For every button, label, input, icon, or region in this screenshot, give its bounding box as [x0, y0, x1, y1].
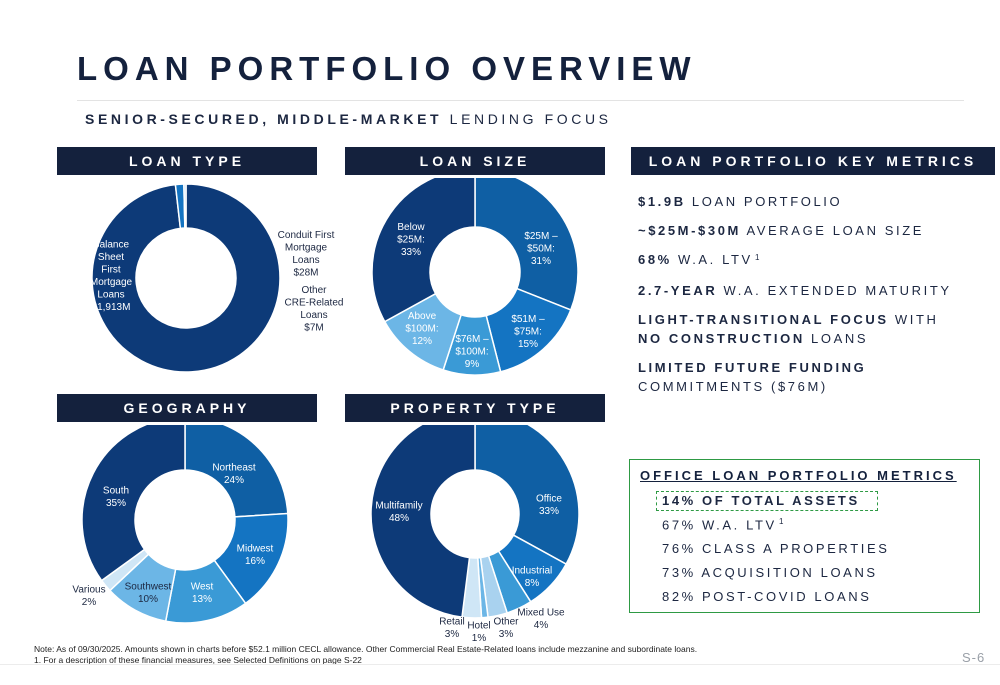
page-title: LOAN PORTFOLIO OVERVIEW	[77, 50, 697, 87]
title-divider	[77, 100, 964, 101]
data-label-other-cre-related-loans: Other CRE-Related Loans $7M	[285, 285, 344, 334]
office-metric: 67% W.A. LTV 1	[662, 517, 784, 533]
key-metric-value: 68%	[638, 252, 672, 267]
key-metric: LIMITED FUTURE FUNDING	[638, 356, 998, 380]
geography-header: GEOGRAPHY	[57, 394, 317, 422]
property-type-header: PROPERTY TYPE	[345, 394, 605, 422]
geography-donut	[81, 425, 289, 624]
slice-other-cre-related-loans	[183, 183, 187, 229]
office-metric: 14% OF TOTAL ASSETS	[662, 493, 860, 508]
data-label-conduit-first-mortgage-loans: Conduit First Mortgage Loans $28M	[278, 230, 335, 279]
data-label-retail: Retail 3%	[439, 616, 465, 640]
office-metric: 76% CLASS A PROPERTIES	[662, 541, 890, 556]
data-label-west: West 13%	[191, 581, 214, 605]
data-label-mixed-use: Mixed Use 4%	[517, 607, 565, 631]
data-label-51m-75m: $51M – $75M: 15%	[511, 314, 545, 350]
footer-divider	[0, 664, 1000, 665]
loan-type-donut	[91, 183, 281, 373]
footnote-marker: 1	[752, 253, 760, 262]
bottom-charts: Northeast 24% Midwest 16% West 13% Southwest 10…	[0, 425, 1000, 645]
data-label-balance-sheet-first-mortgage-loans: Balance Sheet First Mortgage Loans $1,913M	[90, 239, 133, 313]
data-label-southwest: Southwest 10%	[125, 581, 172, 605]
data-label-below-25m: Below $25M: 33%	[397, 222, 425, 258]
office-highlight-box	[656, 491, 878, 511]
key-metric: NO CONSTRUCTION LOANS	[638, 327, 998, 351]
office-metrics-title: OFFICE LOAN PORTFOLIO METRICS	[640, 468, 957, 483]
slice-northeast	[184, 425, 289, 518]
subtitle-regular: LENDING FOCUS	[442, 111, 612, 127]
key-metric: LIGHT-TRANSITIONAL FOCUS WITH	[638, 308, 998, 332]
slice-25m-50m	[474, 178, 579, 311]
data-label-various: Various 2%	[72, 584, 105, 608]
key-metric: 2.7-YEAR W.A. EXTENDED MATURITY	[638, 279, 998, 303]
page-number: S-6	[962, 650, 986, 665]
page-subtitle: SENIOR-SECURED, MIDDLE-MARKET LENDING FO…	[85, 111, 612, 127]
key-metric-label: WITH	[888, 312, 939, 327]
key-metric-label: COMMITMENTS ($76M)	[638, 379, 828, 394]
slice-office	[474, 425, 580, 566]
key-metric-value: $1.9B	[638, 194, 686, 209]
loan-type-header: LOAN TYPE	[57, 147, 317, 175]
key-metric-label: LOANS	[804, 331, 869, 346]
office-metric: 82% POST-COVID LOANS	[662, 589, 872, 604]
subtitle-bold: SENIOR-SECURED, MIDDLE-MARKET	[85, 111, 443, 127]
office-metric: 73% ACQUISITION LOANS	[662, 565, 878, 580]
top-donut-charts: Balance Sheet First Mortgage Loans $1,913M Con…	[90, 178, 579, 376]
key-metric: 68% W.A. LTV 1	[638, 248, 998, 274]
slice-balance-sheet-first-mortgage-loans	[91, 183, 281, 373]
data-label-multifamily: Multifamily 48%	[375, 500, 422, 524]
key-metric: ~$25M-$30M AVERAGE LOAN SIZE	[638, 219, 998, 243]
data-label-76m-100m: $76M – $100M: 9%	[455, 334, 489, 370]
key-metric: $1.9B LOAN PORTFOLIO	[638, 190, 998, 214]
slice-below-25m	[371, 178, 476, 323]
loan-size-donut	[371, 178, 579, 376]
data-label-above-100m: Above $100M: 12%	[405, 311, 438, 347]
data-label-25m-50m: $25M – $50M: 31%	[524, 231, 558, 267]
data-label-industrial: Industrial 8%	[512, 565, 553, 589]
slice-south	[81, 425, 186, 582]
key-metric-value: LIGHT-TRANSITIONAL FOCUS	[638, 312, 889, 327]
key-metric-label: W.A. LTV	[671, 252, 753, 267]
key-metric-label: LOAN PORTFOLIO	[685, 194, 843, 209]
key-metric: COMMITMENTS ($76M)	[638, 375, 998, 399]
footnotes: Note: As of 09/30/2025. Amounts shown in…	[34, 644, 697, 666]
key-metric-value: ~$25M-$30M	[638, 223, 741, 238]
office-metrics-box	[629, 459, 980, 613]
key-metrics-header: LOAN PORTFOLIO KEY METRICS	[631, 147, 995, 175]
data-label-office: Office 33%	[536, 493, 562, 517]
slice-multifamily	[370, 425, 476, 619]
key-metric-value: 2.7-YEAR	[638, 283, 718, 298]
property-type-donut	[370, 425, 580, 619]
bottom-donut-charts: Northeast 24% Midwest 16% West 13% Southwest 10…	[72, 425, 580, 644]
data-label-south: South 35%	[103, 485, 129, 509]
data-label-hotel: Hotel 1%	[467, 620, 490, 644]
key-metric-value: LIMITED FUTURE FUNDING	[638, 360, 867, 375]
footnote-note: Note: As of 09/30/2025. Amounts shown in…	[34, 644, 698, 654]
key-metrics-list: $1.9B LOAN PORTFOLIO ~$25M-$30M AVERAGE L…	[638, 190, 998, 404]
loan-size-header: LOAN SIZE	[345, 147, 605, 175]
data-label-northeast: Northeast 24%	[212, 462, 256, 486]
data-label-other: Other 3%	[493, 616, 519, 640]
top-charts: Balance Sheet First Mortgage Loans $1,913M Con…	[0, 178, 1000, 388]
key-metric-label: AVERAGE LOAN SIZE	[740, 223, 925, 238]
key-metric-value: NO CONSTRUCTION	[638, 331, 805, 346]
footnote-1: 1. For a description of these financial …	[34, 655, 362, 665]
footnote-marker: 1	[776, 517, 784, 526]
key-metric-label: W.A. EXTENDED MATURITY	[717, 283, 952, 298]
data-label-midwest: Midwest 16%	[237, 543, 274, 567]
